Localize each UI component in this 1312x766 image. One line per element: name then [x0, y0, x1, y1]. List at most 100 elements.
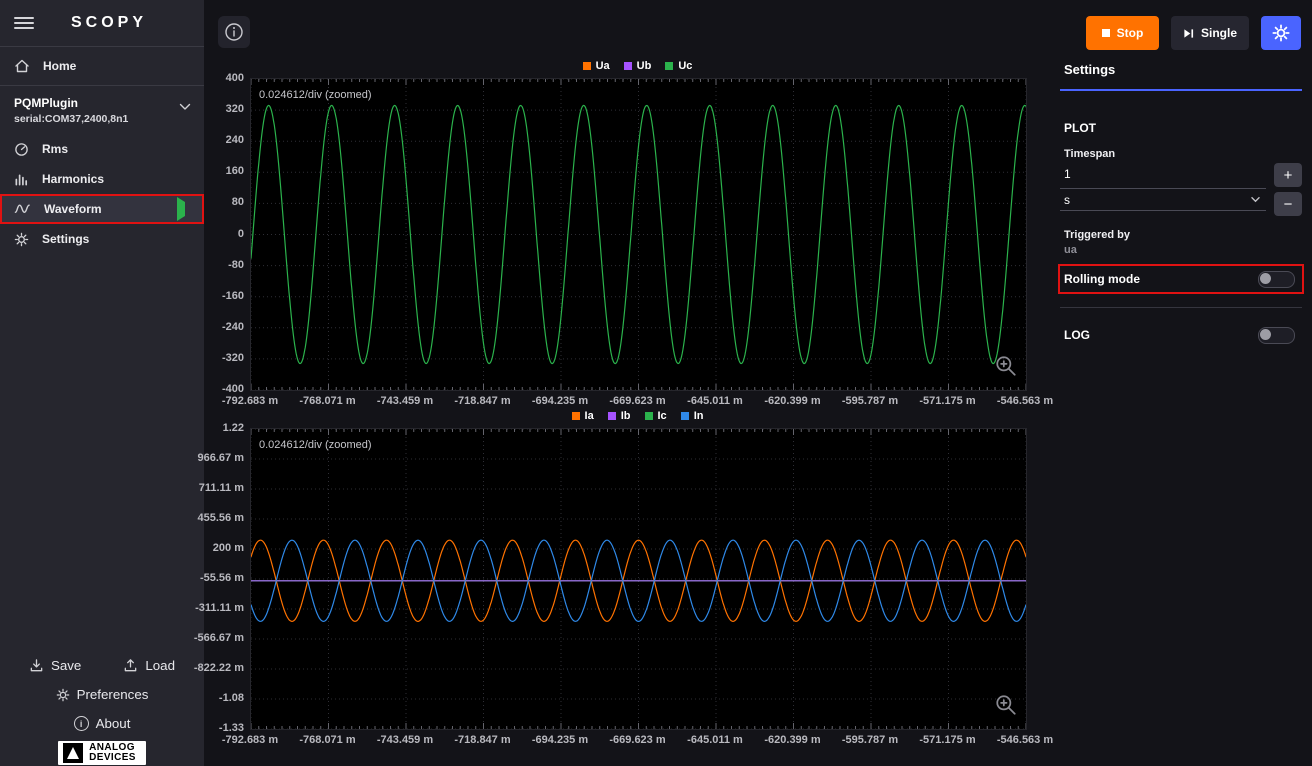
sidebar-item-settings[interactable]: Settings	[0, 224, 204, 254]
timespan-unit-select[interactable]: s	[1060, 189, 1266, 211]
chevron-down-icon[interactable]	[179, 103, 191, 111]
settings-panel-title: Settings	[1064, 62, 1116, 77]
sidebar-item-label: Settings	[42, 232, 90, 246]
sidebar-plugin-header[interactable]: PQMPlugin serial:COM37,2400,8n1	[0, 86, 204, 134]
sidebar-item-label: Harmonics	[42, 172, 105, 186]
info-icon: i	[73, 716, 89, 731]
legend-item: Ua	[582, 60, 610, 72]
y-tick-label: 455.56 m	[197, 512, 244, 524]
zoom-reset-icon[interactable]	[994, 693, 1018, 717]
y-tick-label: -311.11 m	[195, 602, 244, 614]
x-tick-label: -546.563 m	[996, 395, 1054, 407]
y-tick-label: -240	[221, 320, 244, 333]
legend-item: Uc	[665, 60, 692, 72]
gear-icon	[14, 232, 29, 246]
x-axis-labels: -792.683 m -768.071 m -743.459 m -718.847 m…	[222, 395, 1053, 409]
y-tick-label: 80	[231, 196, 244, 209]
legend-color-swatch	[665, 62, 674, 70]
x-tick-label: -694.235 m	[531, 734, 589, 746]
plot-area[interactable]: 0.024612/div (zoomed)	[250, 428, 1027, 730]
x-tick-label: -768.071 m	[299, 395, 356, 407]
legend-item: Ib	[607, 410, 631, 422]
x-axis-labels: -792.683 m -768.071 m -743.459 m -718.847 m…	[222, 734, 1053, 748]
divider	[0, 85, 204, 86]
legend-color-swatch	[571, 412, 580, 420]
x-tick-label: -620.399 m	[764, 395, 821, 407]
chart-legend: Ia Ib Ic In	[250, 410, 1025, 422]
waveform-icon	[14, 204, 30, 214]
legend-item: Ic	[644, 410, 667, 422]
voltage-waveform-chart: Ua Ub Uc 400 320 240 160 80 0 -80 -160 -240 -320 -40…	[204, 54, 1066, 407]
sidebar-item-label: Home	[43, 59, 77, 73]
x-tick-label: -743.459 m	[376, 395, 434, 407]
current-waveform-chart: Ia Ib Ic In 1.22 966.67 m 711.11 m 455.56 m 200…	[194, 404, 1066, 766]
timespan-value-input[interactable]: 1	[1060, 163, 1266, 189]
preferences-button[interactable]: Preferences	[56, 687, 148, 702]
x-tick-label: -792.683 m	[221, 734, 279, 746]
x-tick-label: -645.011 m	[687, 395, 743, 407]
y-tick-label: -80	[228, 258, 244, 271]
y-tick-label: 160	[225, 165, 244, 178]
x-tick-label: -718.847 m	[454, 395, 511, 407]
chevron-down-icon	[1251, 196, 1260, 203]
plot-section-label: PLOT	[1064, 121, 1096, 135]
load-button[interactable]: Load	[123, 658, 175, 673]
sidebar-header: SCOPY	[0, 0, 204, 46]
about-button[interactable]: i About	[73, 716, 130, 731]
y-tick-label: 966.67 m	[197, 452, 244, 464]
timespan-unit-value: s	[1064, 192, 1070, 207]
x-tick-label: -743.459 m	[376, 734, 434, 746]
timespan-decrement-button[interactable]: −	[1274, 192, 1302, 216]
timespan-control: 1 s + −	[1060, 163, 1302, 216]
x-tick-label: -571.175 m	[919, 734, 976, 746]
y-tick-label: -400	[221, 383, 244, 395]
sidebar-item-rms[interactable]: Rms	[0, 134, 204, 164]
timespan-increment-button[interactable]: +	[1274, 163, 1302, 187]
load-icon	[125, 659, 137, 672]
rolling-mode-toggle[interactable]	[1258, 270, 1295, 288]
settings-gear-button[interactable]	[1261, 16, 1301, 50]
log-row: LOG	[1060, 322, 1302, 348]
settings-panel: Settings PLOT Timespan 1 s + − Triggered…	[1058, 62, 1304, 348]
stop-button[interactable]: Stop	[1086, 16, 1159, 50]
x-tick-label: -669.623 m	[609, 395, 666, 407]
save-button[interactable]: Save	[29, 658, 81, 673]
toggle-knob	[1260, 328, 1271, 340]
home-icon	[15, 59, 29, 73]
info-button[interactable]	[218, 16, 250, 48]
legend-color-swatch	[607, 412, 616, 420]
divider	[0, 46, 204, 47]
y-tick-label: -1.08	[218, 692, 244, 704]
analog-devices-logo: ANALOG DEVICES	[58, 741, 146, 765]
sidebar-item-waveform[interactable]: Waveform	[0, 194, 204, 224]
triggered-by-value: ua	[1064, 244, 1077, 256]
chart-legend: Ua Ub Uc	[250, 60, 1025, 72]
menu-icon[interactable]	[14, 17, 34, 29]
y-tick-label: -1.33	[218, 722, 244, 734]
sidebar: SCOPY Home PQMPlugin serial:COM37,2400,8…	[0, 0, 204, 766]
log-label: LOG	[1064, 328, 1090, 342]
toggle-knob	[1260, 272, 1271, 284]
plugin-name: PQMPlugin	[14, 96, 78, 110]
waveform-running-indicator[interactable]	[177, 197, 185, 221]
sidebar-item-harmonics[interactable]: Harmonics	[0, 164, 204, 194]
legend-color-swatch	[582, 62, 591, 70]
zoom-reset-icon[interactable]	[994, 354, 1018, 378]
single-button[interactable]: Single	[1171, 16, 1249, 50]
triggered-by-label: Triggered by	[1064, 229, 1131, 241]
x-tick-label: -571.175 m	[919, 395, 976, 407]
y-tick-label: 1.22	[222, 422, 244, 434]
scale-overlay-label: 0.024612/div (zoomed)	[259, 89, 372, 101]
run-controls: Stop Single	[1086, 16, 1301, 50]
log-toggle[interactable]	[1258, 326, 1295, 344]
y-tick-label: 320	[225, 103, 244, 116]
sidebar-item-home[interactable]: Home	[0, 47, 204, 85]
save-icon	[30, 659, 43, 672]
legend-color-swatch	[680, 412, 689, 420]
legend-color-swatch	[644, 412, 653, 420]
sidebar-item-label: Rms	[42, 142, 69, 156]
plot-area[interactable]: 0.024612/div (zoomed)	[250, 78, 1027, 391]
y-axis-labels: 1.22 966.67 m 711.11 m 455.56 m 200 m -55.56 …	[194, 422, 246, 734]
rolling-mode-row: Rolling mode	[1058, 264, 1304, 294]
legend-color-swatch	[623, 62, 632, 70]
